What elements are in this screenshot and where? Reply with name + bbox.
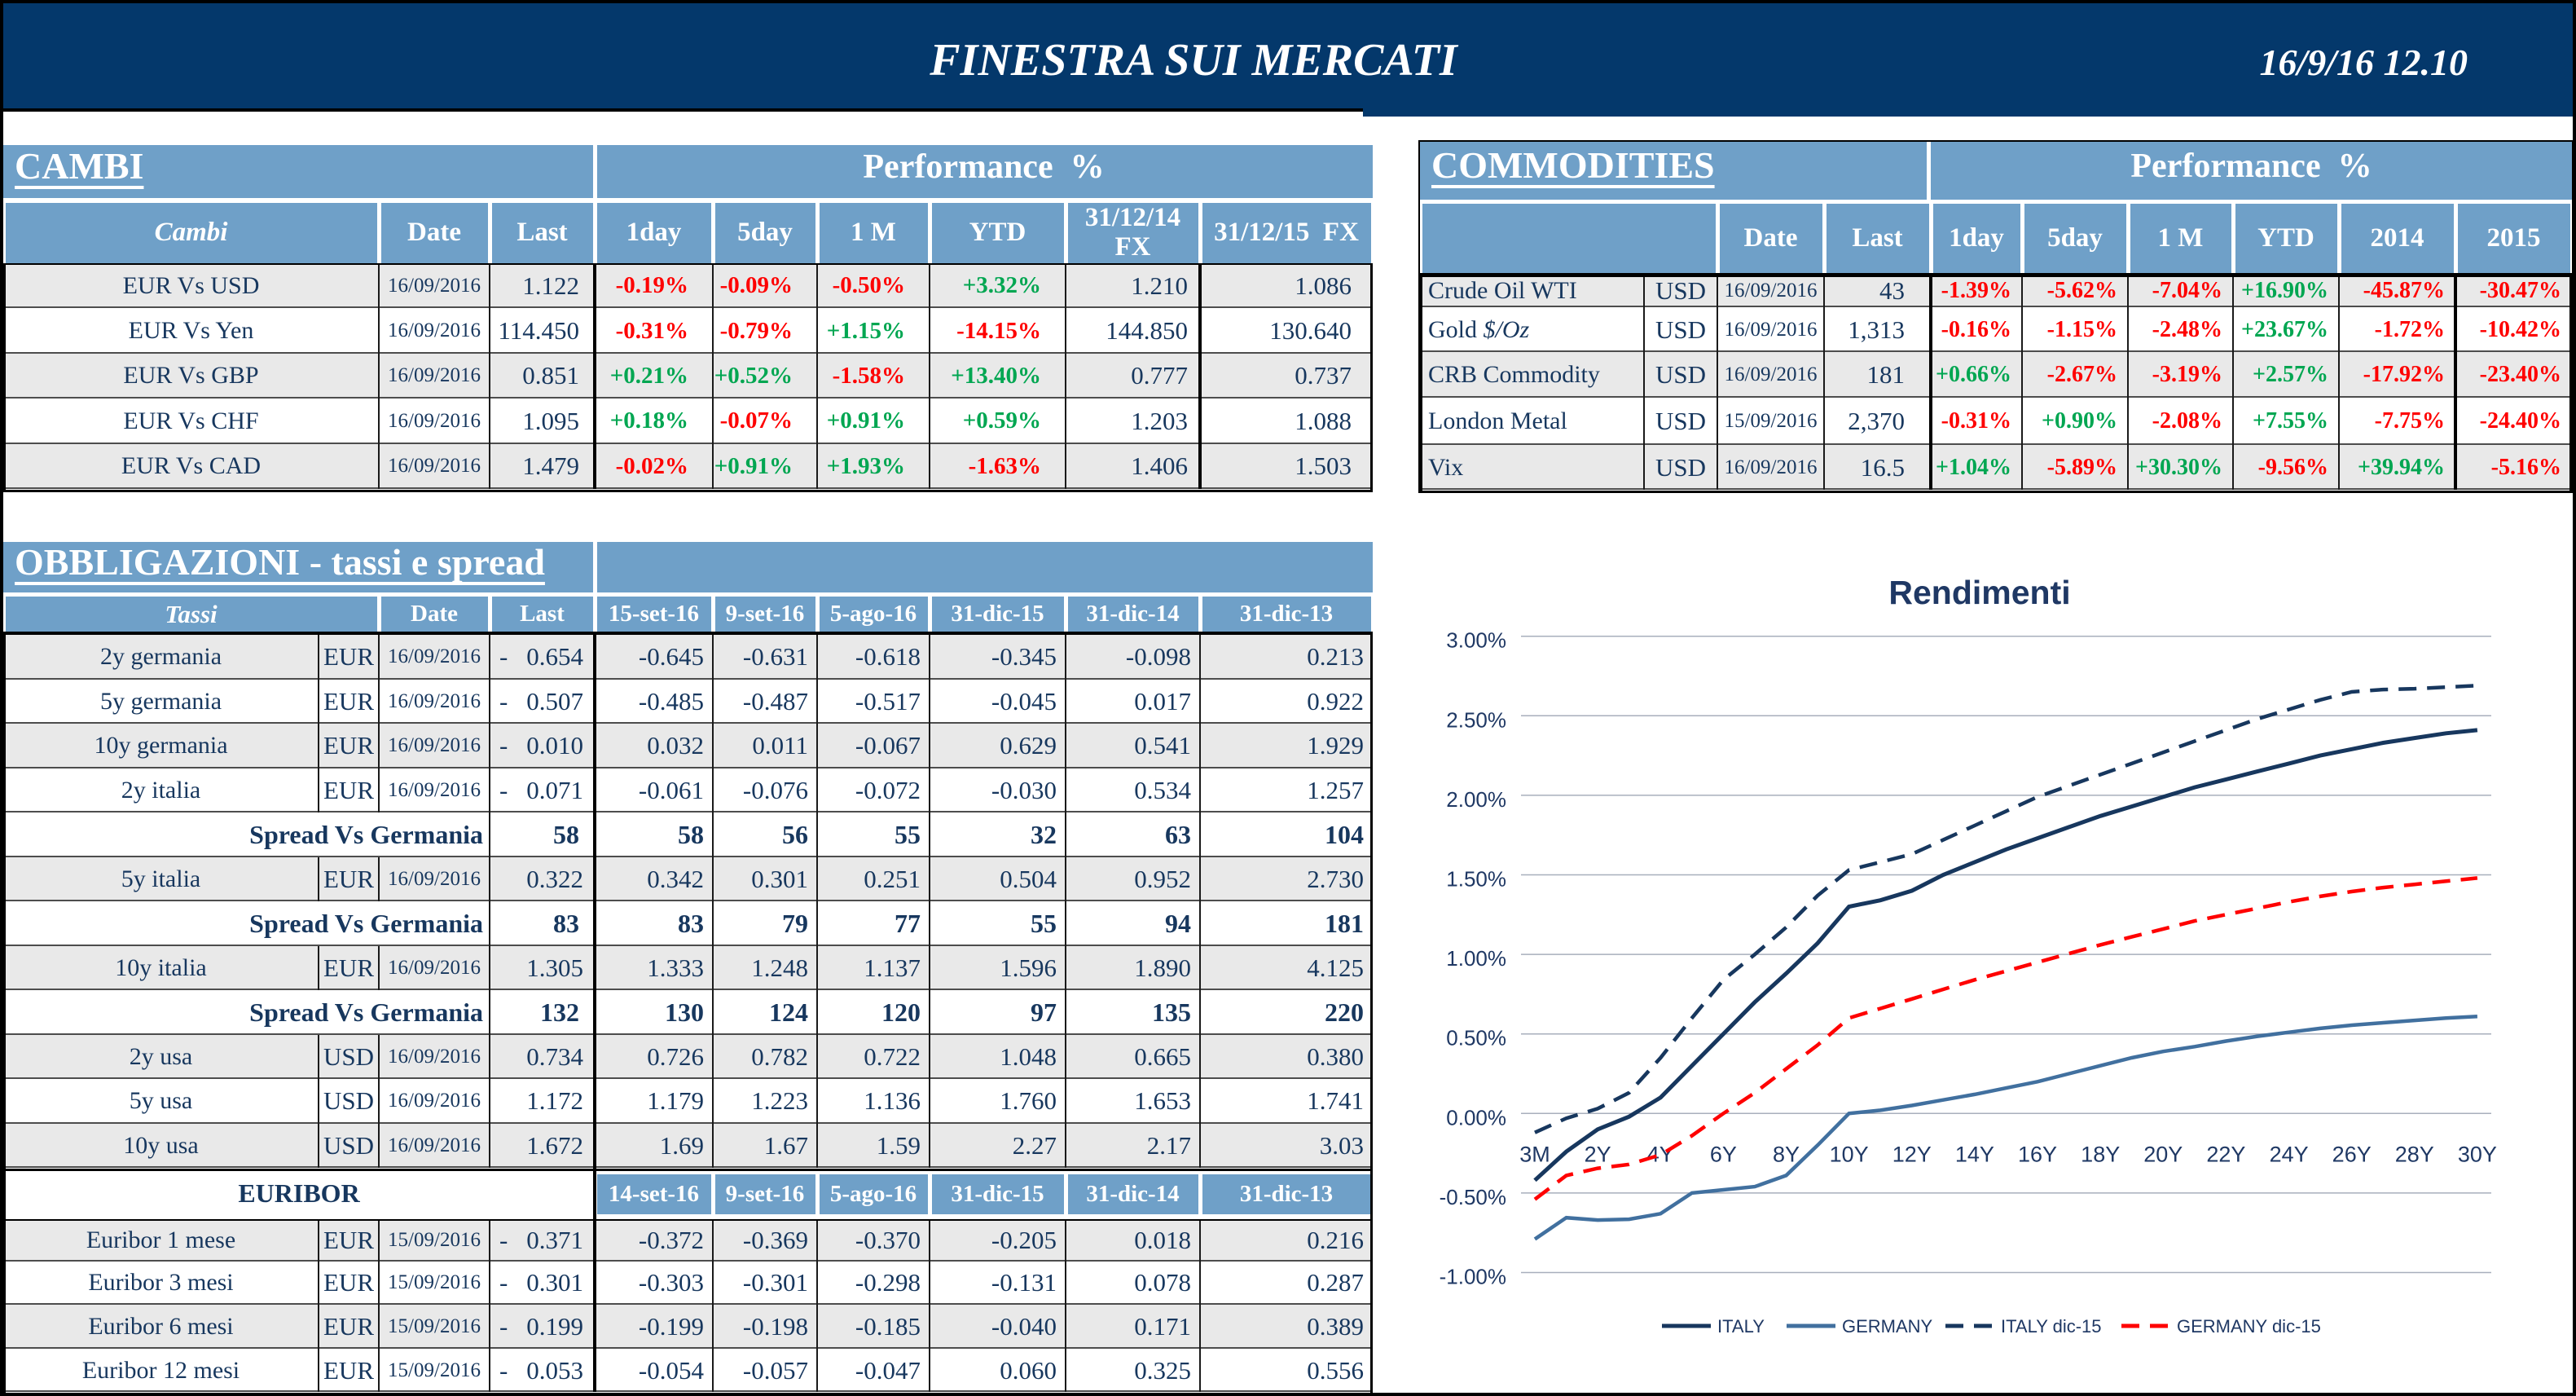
- svg-text:0.00%: 0.00%: [1446, 1105, 1506, 1130]
- svg-text:30Y: 30Y: [2458, 1142, 2497, 1166]
- svg-text:20Y: 20Y: [2143, 1142, 2183, 1166]
- svg-text:GERMANY: GERMANY: [1842, 1316, 1933, 1337]
- svg-text:-1.00%: -1.00%: [1440, 1265, 1506, 1289]
- svg-text:24Y: 24Y: [2270, 1142, 2309, 1166]
- svg-text:1.00%: 1.00%: [1446, 946, 1506, 971]
- svg-text:12Y: 12Y: [1892, 1142, 1932, 1166]
- svg-text:18Y: 18Y: [2081, 1142, 2120, 1166]
- svg-text:1.50%: 1.50%: [1446, 867, 1506, 892]
- svg-text:4Y: 4Y: [1647, 1142, 1674, 1166]
- svg-text:ITALY: ITALY: [1717, 1316, 1765, 1337]
- svg-text:8Y: 8Y: [1773, 1142, 1800, 1166]
- svg-text:2.50%: 2.50%: [1446, 707, 1506, 732]
- svg-text:2Y: 2Y: [1585, 1142, 1611, 1166]
- svg-text:ITALY dic-15: ITALY dic-15: [2001, 1316, 2102, 1337]
- svg-text:10Y: 10Y: [1830, 1142, 1869, 1166]
- svg-text:0.50%: 0.50%: [1446, 1026, 1506, 1050]
- svg-text:Rendimenti: Rendimenti: [1888, 574, 2070, 611]
- svg-text:GERMANY dic-15: GERMANY dic-15: [2177, 1316, 2321, 1337]
- svg-text:22Y: 22Y: [2206, 1142, 2245, 1166]
- svg-text:16Y: 16Y: [2018, 1142, 2057, 1166]
- svg-text:3.00%: 3.00%: [1446, 628, 1506, 653]
- svg-text:28Y: 28Y: [2395, 1142, 2434, 1166]
- svg-text:14Y: 14Y: [1955, 1142, 1994, 1166]
- svg-text:2.00%: 2.00%: [1446, 787, 1506, 812]
- svg-text:3M: 3M: [1519, 1142, 1550, 1166]
- svg-text:26Y: 26Y: [2332, 1142, 2372, 1166]
- svg-text:6Y: 6Y: [1710, 1142, 1737, 1166]
- svg-text:-0.50%: -0.50%: [1440, 1185, 1506, 1209]
